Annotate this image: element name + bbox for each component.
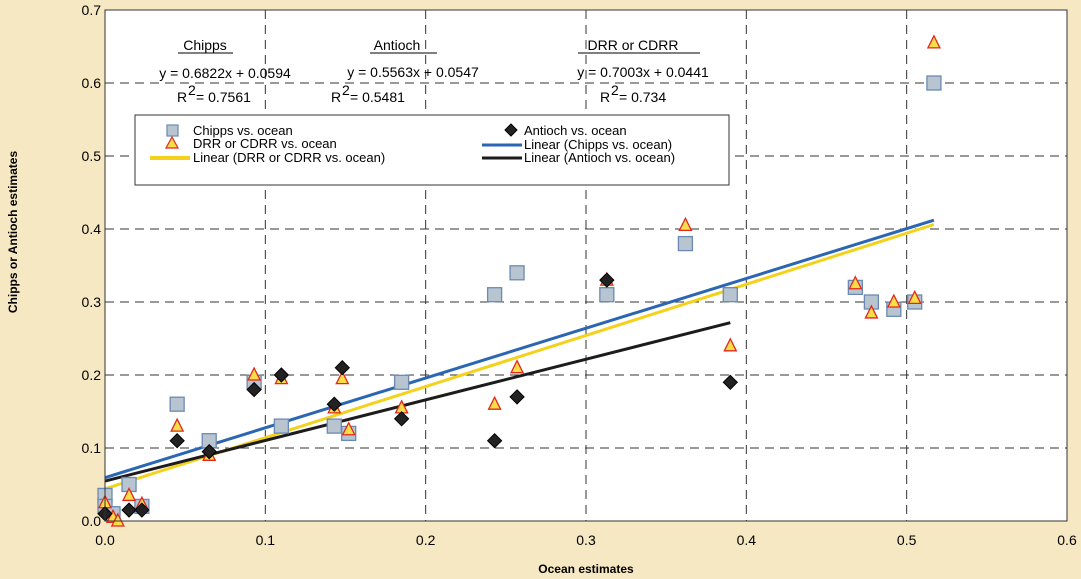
- trendline: [104, 218, 935, 480]
- drr-point: [335, 370, 350, 385]
- annotation-title: Chipps: [183, 37, 227, 53]
- antioch-point: [273, 367, 290, 383]
- antioch-point: [334, 359, 351, 376]
- drr-point: [110, 512, 125, 527]
- annotation-r2-label: R: [331, 89, 341, 105]
- y-tick-label: 0.2: [82, 367, 102, 383]
- annotation-title: Antioch: [374, 37, 421, 53]
- antioch-point: [509, 389, 525, 405]
- drr-point: [247, 366, 262, 381]
- plot-frame: [104, 9, 1068, 522]
- annotation-r2-label: R: [600, 89, 610, 105]
- y-tick-label: 0.0: [82, 513, 102, 529]
- legend-label: Linear (Antioch vs. ocean): [524, 150, 675, 165]
- y-tick-label: 0.3: [82, 294, 102, 310]
- annotation-drr: DRR or CDRR y = 0.7003x + 0.0441 R 2 = 0…: [577, 37, 709, 105]
- annotation-antioch: Antioch y = 0.5563x + 0.0547 R 2 = 0.548…: [331, 37, 479, 105]
- drr-point: [341, 421, 356, 436]
- antioch-point: [393, 411, 410, 427]
- x-tick-label: 0.3: [576, 532, 596, 548]
- chipps-point: [393, 374, 410, 390]
- y-tick-label: 0.6: [82, 75, 102, 91]
- annotation-equation: y = 0.7003x + 0.0441: [577, 64, 709, 80]
- drr-point: [864, 304, 879, 319]
- drr-point: [121, 486, 137, 502]
- annotation-r2-sup: 2: [342, 82, 350, 98]
- legend-marker-diamond: [504, 123, 518, 137]
- y-tick-label: 0.7: [82, 2, 102, 18]
- y-axis-title: Chipps or Antioch estimates: [6, 151, 20, 314]
- antioch-point: [134, 502, 150, 518]
- annotation-r2-sup: 2: [611, 82, 619, 98]
- antioch-point: [201, 443, 217, 460]
- x-tick-label: 0.4: [737, 532, 757, 548]
- antioch-point: [486, 432, 503, 449]
- drr-point: [678, 216, 693, 232]
- drr-point: [170, 417, 185, 432]
- antioch-point: [722, 374, 739, 391]
- grid-layer: [105, 10, 1067, 521]
- chipps-point: [326, 418, 342, 434]
- y-tick-label: 0.5: [82, 148, 102, 164]
- legend-label: Chipps vs. ocean: [193, 123, 293, 138]
- x-axis-title: Ocean estimates: [538, 562, 634, 576]
- legend-marker-triangle: [164, 135, 180, 149]
- legend-box: [134, 114, 730, 186]
- drr-point: [723, 337, 738, 352]
- chipps-point: [677, 235, 694, 252]
- annotation-equation: y = 0.6822x + 0.0594: [159, 65, 291, 81]
- chipps-point: [169, 396, 185, 412]
- antioch-point: [169, 432, 185, 449]
- x-tick-label: 0.0: [95, 532, 115, 548]
- antioch-point: [246, 381, 262, 398]
- y-tick-label: 0.1: [82, 440, 102, 456]
- annotation-r2-label: R: [177, 89, 187, 105]
- legend-label: DRR or CDRR vs. ocean: [193, 136, 337, 151]
- x-tick-label: 0.2: [416, 532, 436, 548]
- chipps-point: [486, 287, 503, 303]
- annotation-r2-value: = 0.734: [619, 89, 666, 105]
- antioch-point: [326, 396, 342, 412]
- annotation-r2-value: = 0.7561: [196, 89, 251, 105]
- x-tick-label: 0.6: [1057, 532, 1077, 548]
- legend-label: Antioch vs. ocean: [524, 123, 627, 138]
- chipps-point: [509, 265, 525, 281]
- drr-point: [510, 359, 525, 374]
- annotation-r2-sup: 2: [188, 82, 196, 98]
- tick-labels: 0.0 0.1 0.2 0.3 0.4 0.5 0.6 0.7 0.0 0.1 0.2 0.3 0.4 0…: [82, 2, 1077, 548]
- legend-label: Linear (DRR or CDRR vs. ocean): [193, 150, 385, 165]
- x-tick-label: 0.1: [256, 532, 276, 548]
- antioch-point: [599, 272, 615, 288]
- legend: Chipps vs. ocean DRR or CDRR vs. ocean L…: [134, 114, 730, 186]
- legend-label: Linear (Chipps vs. ocean): [524, 137, 672, 152]
- annotation-title: DRR or CDRR: [588, 37, 679, 53]
- chipps-point: [722, 287, 738, 303]
- drr-point: [886, 293, 901, 308]
- drr-point: [926, 34, 941, 49]
- x-tick-label: 0.5: [897, 532, 917, 548]
- chipps-point: [599, 287, 615, 303]
- annotation-equation: y = 0.5563x + 0.0547: [347, 64, 479, 80]
- drr-point: [848, 275, 863, 290]
- data-points: [97, 34, 942, 527]
- legend-marker-square: [166, 124, 179, 137]
- chipps-point: [273, 418, 290, 434]
- chipps-point: [926, 75, 942, 91]
- annotation-chipps: Chipps y = 0.6822x + 0.0594 R 2 = 0.7561: [159, 37, 291, 105]
- y-tick-label: 0.4: [82, 221, 102, 237]
- annotation-r2-value: = 0.5481: [350, 89, 405, 105]
- drr-point: [487, 395, 502, 410]
- antioch-point: [121, 502, 137, 518]
- drr-point: [907, 289, 922, 305]
